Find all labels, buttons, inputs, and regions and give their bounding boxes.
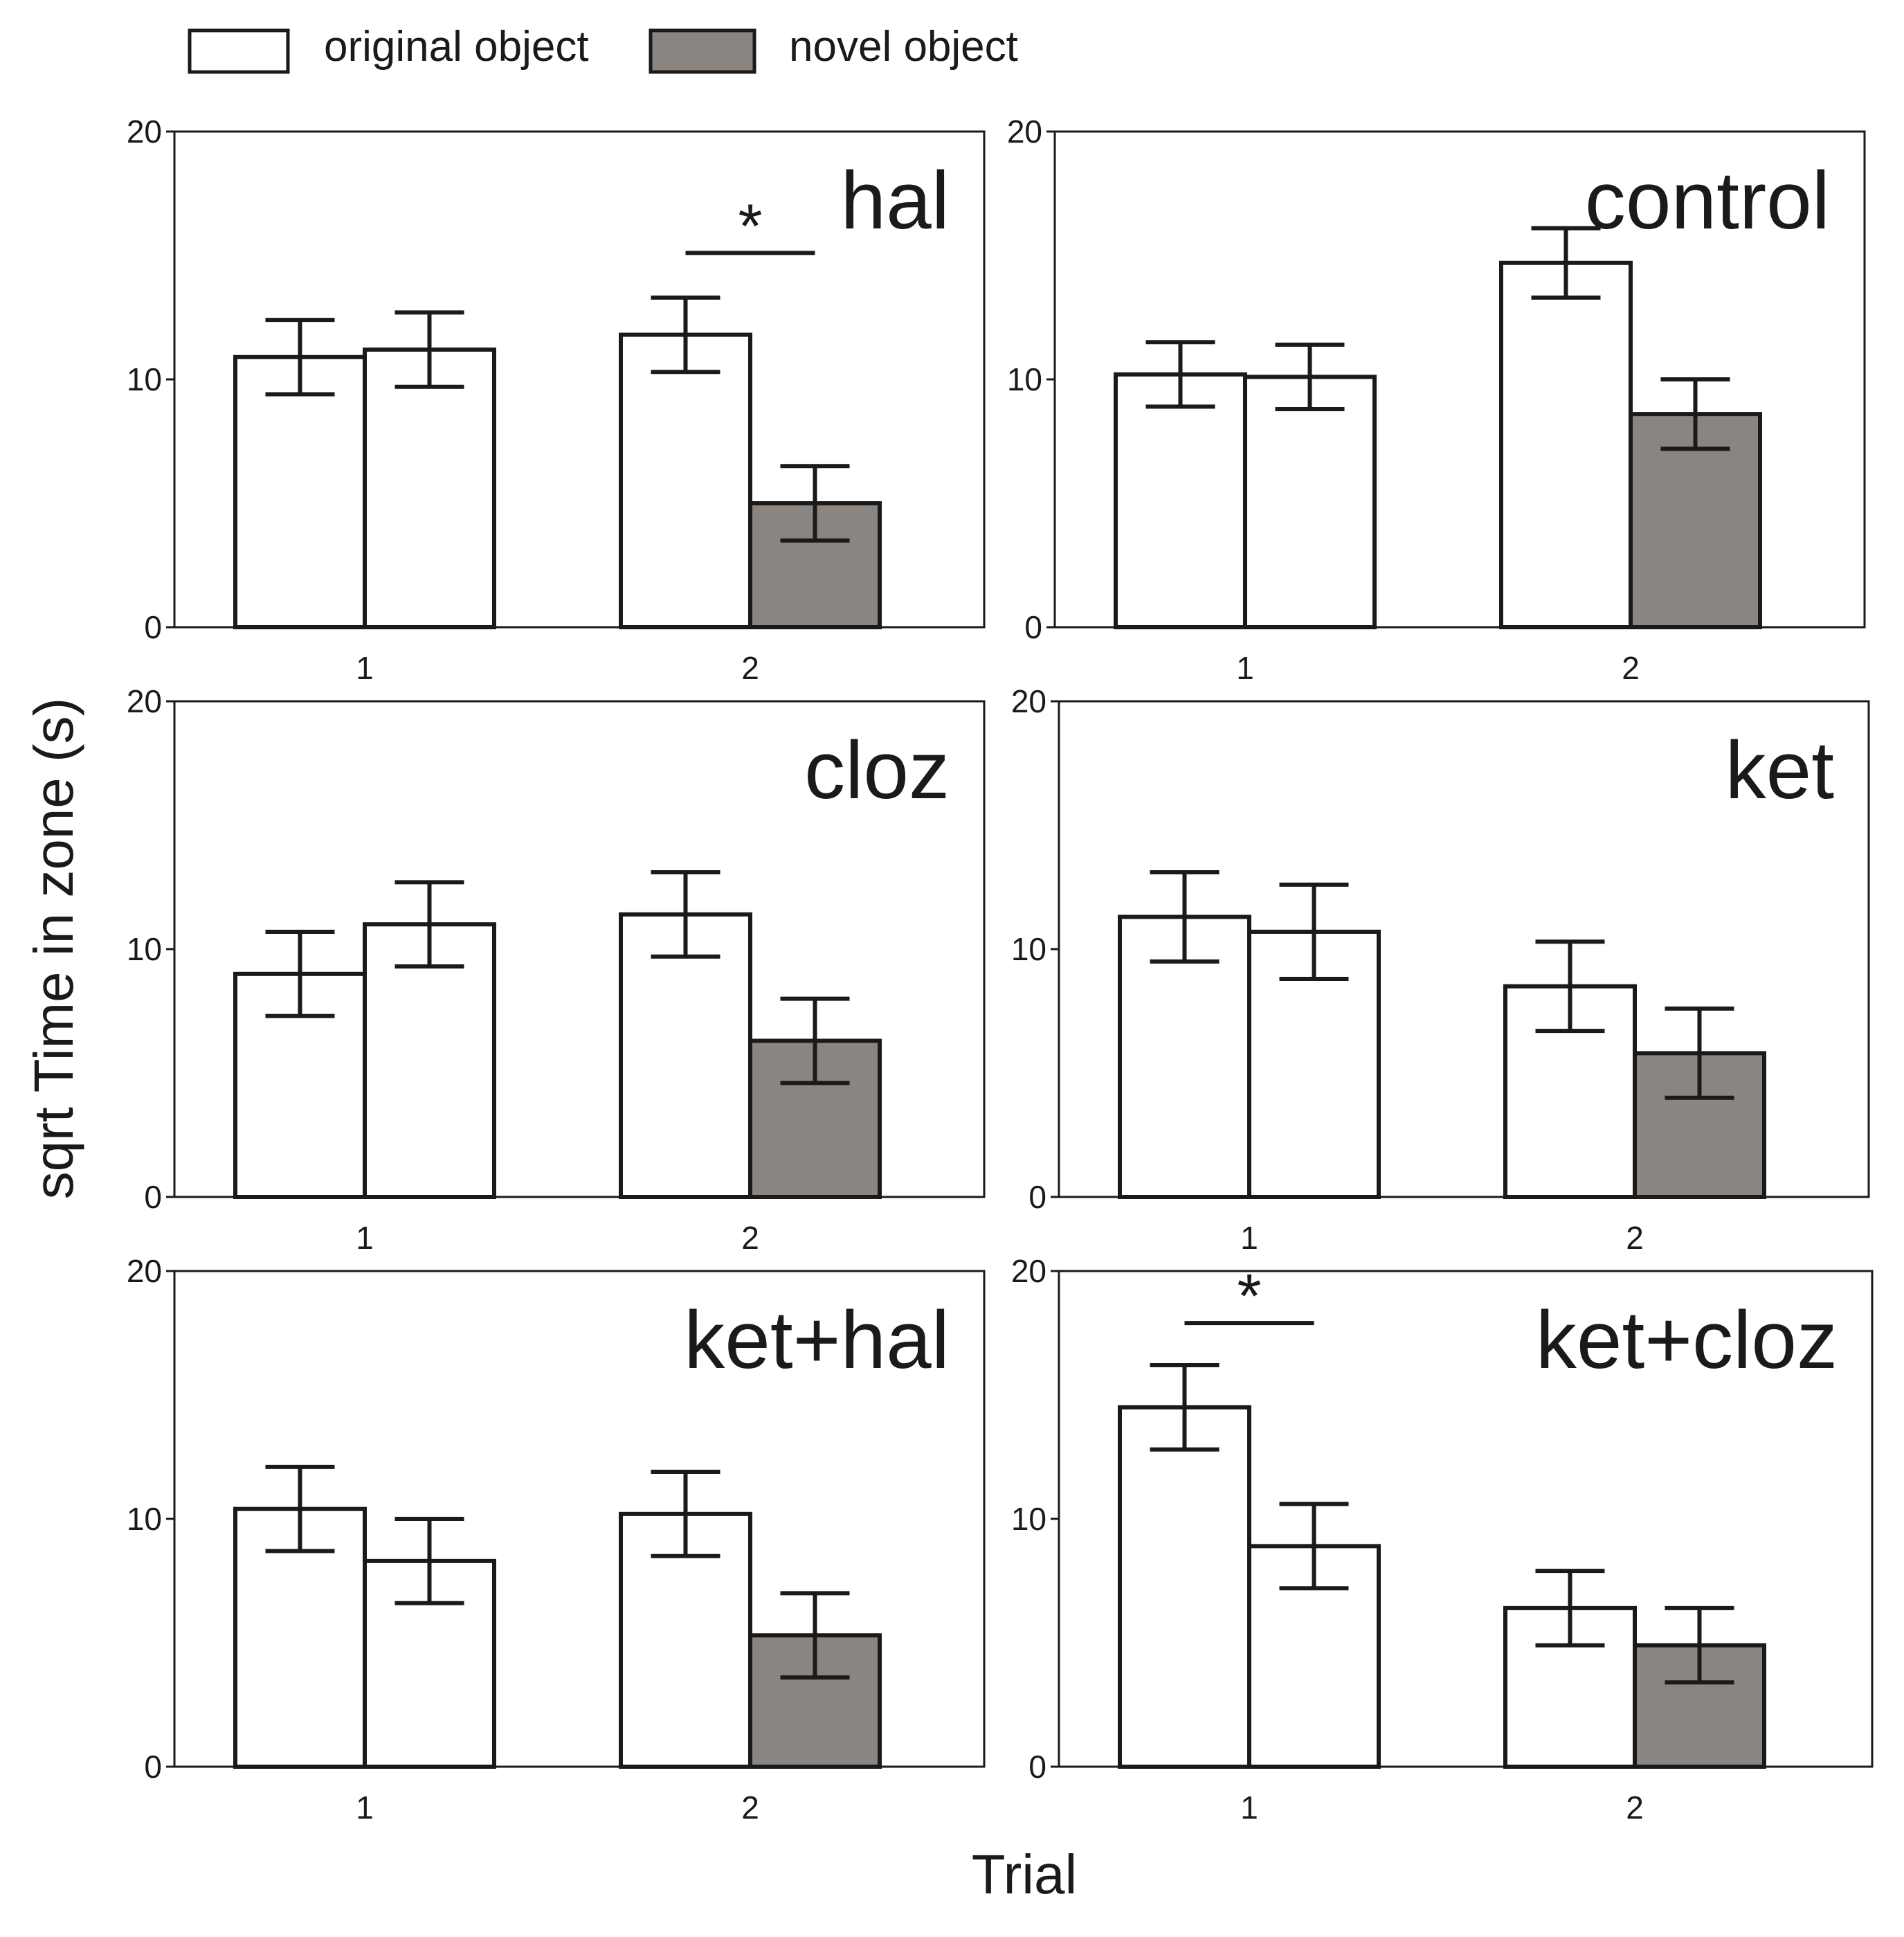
y-tick-label: 10 [127, 1501, 162, 1537]
legend-swatch-original [188, 28, 290, 74]
y-tick-label: 20 [127, 683, 162, 719]
y-tick-label: 10 [1007, 361, 1042, 397]
panel-control: 0 10 20 1 2 control [1007, 114, 1866, 686]
x-tick-label: 1 [1240, 1220, 1258, 1256]
x-tick-label: 2 [1622, 650, 1640, 686]
bar [363, 348, 496, 629]
panel-hal: 0 10 20 1 2 hal * [127, 114, 986, 686]
significance-star: * [738, 192, 762, 261]
y-tick-label: 20 [1011, 1253, 1046, 1289]
bar [619, 332, 752, 629]
bar [363, 922, 496, 1199]
y-tick-label: 20 [127, 1253, 162, 1289]
panel-ket: 0 10 20 1 2 ket [1011, 683, 1870, 1256]
panel-title: ket [1725, 725, 1834, 816]
y-tick-label: 0 [144, 1749, 162, 1785]
bar [1499, 260, 1633, 629]
y-tick-label: 10 [1011, 1501, 1046, 1537]
legend-swatch-novel [649, 28, 756, 74]
panel-cloz: 0 10 20 1 2 cloz [127, 683, 986, 1256]
y-tick-label: 20 [127, 114, 162, 150]
bar [1243, 375, 1377, 629]
y-tick-label: 0 [1028, 1749, 1046, 1785]
x-tick-label: 2 [741, 650, 759, 686]
x-tick-label: 2 [741, 1220, 759, 1256]
y-tick-label: 0 [144, 1179, 162, 1215]
panel-title: ket+hal [684, 1295, 950, 1386]
x-tick-label: 1 [356, 1220, 374, 1256]
panel-title: ket+cloz [1536, 1295, 1838, 1386]
bar [233, 354, 367, 630]
panel-ket-plus-cloz: 0 10 20 1 2 ket+cloz * [1011, 1253, 1874, 1826]
y-axis-title: sqrt Time in zone (s) [23, 698, 84, 1200]
x-tick-label: 2 [1626, 1220, 1644, 1256]
bar [1114, 372, 1247, 630]
x-tick-label: 1 [1240, 1790, 1258, 1826]
panel-title: cloz [804, 725, 950, 816]
x-tick-label: 2 [741, 1790, 759, 1826]
legend: original object novel object [188, 23, 1018, 74]
panel-title: control [1585, 155, 1830, 246]
y-tick-label: 10 [1011, 931, 1046, 967]
panel-title: hal [841, 155, 950, 246]
x-tick-label: 1 [1236, 650, 1254, 686]
x-tick-label: 1 [356, 1790, 374, 1826]
y-tick-label: 0 [1028, 1179, 1046, 1215]
x-axis-title: Trial [972, 1844, 1078, 1905]
legend-label-novel: novel object [789, 23, 1018, 71]
y-tick-label: 0 [144, 609, 162, 645]
bar [1118, 1405, 1251, 1769]
y-tick-label: 10 [127, 361, 162, 397]
x-tick-label: 1 [356, 650, 374, 686]
x-tick-label: 2 [1626, 1790, 1644, 1826]
y-tick-label: 10 [127, 931, 162, 967]
legend-label-original: original object [324, 23, 589, 71]
panel-ket-plus-hal: 0 10 20 1 2 ket+hal [127, 1253, 986, 1826]
y-tick-label: 20 [1007, 114, 1042, 150]
y-tick-label: 20 [1011, 683, 1046, 719]
significance-star: * [1237, 1262, 1261, 1331]
y-tick-label: 0 [1024, 609, 1042, 645]
